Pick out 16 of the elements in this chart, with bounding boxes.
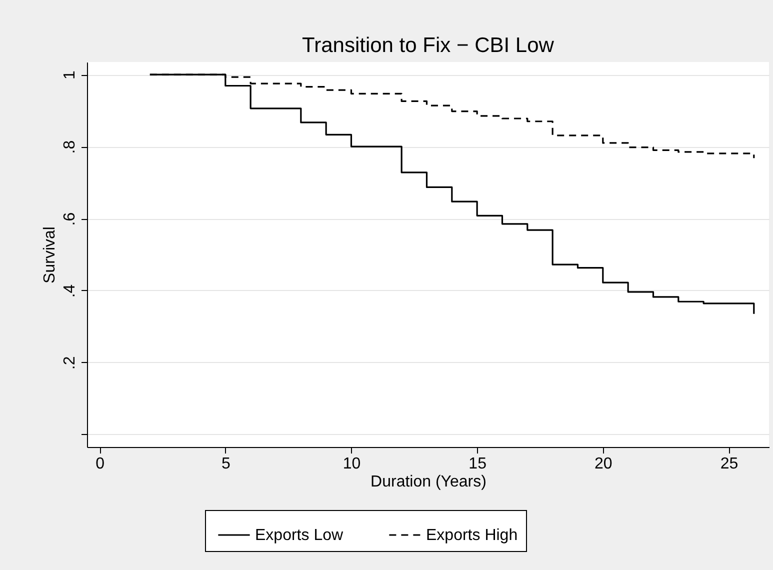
x-axis-title: Duration (Years) — [370, 474, 486, 490]
x-tick-label: 5 — [221, 456, 230, 472]
y-tick-label: .2 — [62, 356, 78, 370]
y-tick-label: .6 — [62, 212, 78, 226]
legend-label: Exports High — [426, 527, 518, 544]
x-tick-label: 15 — [468, 456, 487, 472]
x-tick-label: 25 — [720, 456, 738, 472]
chart-title: Transition to Fix − CBI Low — [302, 34, 555, 57]
y-tick-label: .4 — [62, 284, 78, 298]
x-tick-label: 10 — [342, 456, 361, 472]
legend-label: Exports Low — [255, 527, 344, 544]
x-tick-label: 20 — [594, 456, 612, 472]
x-tick-label: 0 — [96, 456, 105, 472]
y-axis-title: Survival — [42, 226, 58, 284]
y-tick-label: .8 — [62, 140, 78, 154]
y-tick-label: 1 — [62, 70, 78, 80]
